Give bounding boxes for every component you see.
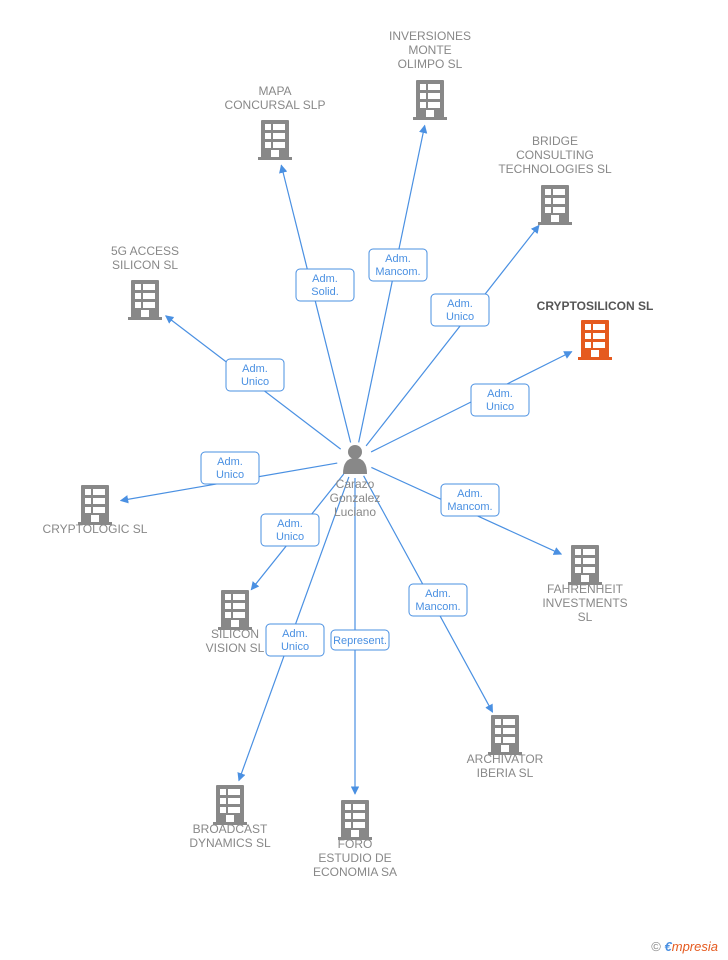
company-label: CRYPTOSILICON SL [537, 299, 654, 313]
person-label: Carazo [336, 477, 375, 491]
edge-label-fahrenheit: Adm.Mancom. [441, 484, 499, 516]
footer-credit: © €mpresia [651, 939, 718, 954]
edge-mapa [281, 165, 350, 442]
svg-text:Mancom.: Mancom. [375, 266, 420, 278]
svg-text:Adm.: Adm. [425, 588, 451, 600]
building-icon [578, 320, 612, 360]
svg-text:Unico: Unico [241, 376, 269, 388]
building-icon [538, 185, 572, 225]
edge-label-siliconv: Adm.Unico [261, 514, 319, 546]
copyright-symbol: © [651, 939, 661, 954]
building-icon [413, 80, 447, 120]
company-label: CONSULTING [516, 148, 594, 162]
company-node-foro[interactable]: FOROESTUDIO DEECONOMIA SA [313, 800, 397, 879]
edge-label-mapa: Adm.Solid. [296, 269, 354, 301]
svg-text:Adm.: Adm. [312, 273, 338, 285]
edge-label-bridge: Adm.Unico [431, 294, 489, 326]
person-label: Gonzalez [330, 491, 381, 505]
building-icon [338, 800, 372, 840]
company-node-5gaccess[interactable]: 5G ACCESSSILICON SL [111, 244, 179, 320]
company-node-cryptologic[interactable]: CRYPTOLOGIC SL [43, 485, 148, 536]
svg-text:Mancom.: Mancom. [447, 501, 492, 513]
company-label: CRYPTOLOGIC SL [43, 522, 148, 536]
company-node-broadcast[interactable]: BROADCASTDYNAMICS SL [189, 785, 271, 850]
edge-label-5gaccess: Adm.Unico [226, 359, 284, 391]
svg-text:Unico: Unico [446, 311, 474, 323]
svg-text:Mancom.: Mancom. [415, 601, 460, 613]
svg-text:Adm.: Adm. [282, 628, 308, 640]
svg-text:Adm.: Adm. [217, 456, 243, 468]
building-icon [218, 590, 252, 630]
building-icon [568, 545, 602, 585]
building-icon [213, 785, 247, 825]
company-label: OLIMPO SL [398, 57, 463, 71]
company-label: SILICON SL [112, 258, 178, 272]
company-label: INVESTMENTS [542, 596, 627, 610]
company-node-fahrenheit[interactable]: FAHRENHEITINVESTMENTSSL [542, 545, 627, 624]
relationship-graph: Adm.Solid.Adm.Mancom.Adm.UnicoAdm.UnicoA… [0, 0, 728, 960]
company-label: SILICON [211, 627, 259, 641]
company-node-mapa[interactable]: MAPACONCURSAL SLP [225, 84, 326, 160]
company-label: SL [578, 610, 593, 624]
company-label: VISION SL [206, 641, 265, 655]
company-node-bridge[interactable]: BRIDGECONSULTINGTECHNOLOGIES SL [498, 134, 612, 225]
edge-label-cryptologic: Adm.Unico [201, 452, 259, 484]
building-icon [128, 280, 162, 320]
company-label: ESTUDIO DE [318, 851, 391, 865]
edge-label-crypto: Adm.Unico [471, 384, 529, 416]
edge-inversiones [359, 125, 425, 442]
edge-label-archivator: Adm.Mancom. [409, 584, 467, 616]
building-icon [488, 715, 522, 755]
svg-text:Adm.: Adm. [385, 253, 411, 265]
edge-label-inversiones: Adm.Mancom. [369, 249, 427, 281]
person-label: Luciano [334, 505, 376, 519]
svg-text:Adm.: Adm. [242, 363, 268, 375]
svg-text:Adm.: Adm. [447, 298, 473, 310]
company-label: IBERIA SL [477, 766, 534, 780]
company-label: 5G ACCESS [111, 244, 179, 258]
building-icon [258, 120, 292, 160]
svg-text:Unico: Unico [281, 641, 309, 653]
svg-text:Unico: Unico [486, 401, 514, 413]
company-node-inversiones[interactable]: INVERSIONESMONTEOLIMPO SL [389, 29, 471, 120]
company-label: CONCURSAL SLP [225, 98, 326, 112]
center-person-node[interactable]: CarazoGonzalezLuciano [330, 445, 381, 519]
company-node-siliconv[interactable]: SILICONVISION SL [206, 590, 265, 655]
svg-text:Represent.: Represent. [333, 635, 387, 647]
edge-label-broadcast: Adm.Unico [266, 624, 324, 656]
company-label: TECHNOLOGIES SL [498, 162, 612, 176]
brand-name: mpresia [672, 939, 718, 954]
svg-text:Unico: Unico [276, 531, 304, 543]
svg-text:Adm.: Adm. [277, 518, 303, 530]
company-label: INVERSIONES [389, 29, 471, 43]
svg-text:Solid.: Solid. [311, 286, 339, 298]
company-label: FORO [338, 837, 373, 851]
company-label: BROADCAST [193, 822, 268, 836]
company-label: DYNAMICS SL [189, 836, 271, 850]
brand-prefix: € [665, 939, 672, 954]
building-icon [78, 485, 112, 525]
company-label: BRIDGE [532, 134, 578, 148]
edge-label-foro: Represent. [331, 630, 389, 650]
company-label: ARCHIVATOR [467, 752, 544, 766]
svg-text:Adm.: Adm. [487, 388, 513, 400]
company-label: ECONOMIA SA [313, 865, 397, 879]
svg-text:Adm.: Adm. [457, 488, 483, 500]
company-node-archivator[interactable]: ARCHIVATORIBERIA SL [467, 715, 544, 780]
company-node-crypto[interactable]: CRYPTOSILICON SL [537, 299, 654, 360]
company-label: FAHRENHEIT [547, 582, 624, 596]
company-label: MAPA [258, 84, 291, 98]
svg-text:Unico: Unico [216, 469, 244, 481]
person-icon [343, 445, 367, 474]
company-label: MONTE [408, 43, 451, 57]
